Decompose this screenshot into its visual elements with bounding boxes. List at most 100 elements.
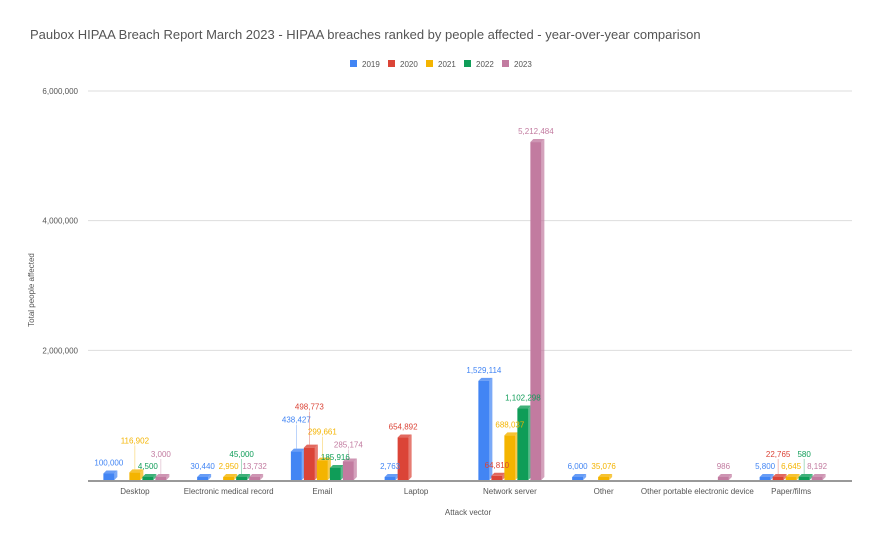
bar-2022 — [329, 467, 341, 480]
bar-side — [153, 474, 157, 480]
legend-label-2019: 2019 — [362, 60, 380, 69]
y-tick-label: 4,000,000 — [42, 217, 78, 226]
data-label: 438,427 — [282, 416, 311, 425]
bar-2023 — [717, 477, 729, 480]
bar-2023 — [249, 477, 261, 480]
chart-title: Paubox HIPAA Breach Report March 2023 - … — [30, 27, 701, 42]
x-axis-title: Attack vector — [445, 508, 492, 517]
bar-side — [247, 474, 251, 480]
bar-top — [142, 474, 157, 477]
bar-top — [811, 474, 826, 477]
bar-side — [489, 377, 493, 480]
bar-top — [384, 474, 399, 477]
bar-side — [583, 474, 587, 480]
bar-side — [822, 474, 826, 480]
bar-2019 — [384, 477, 396, 480]
bar-2023 — [342, 461, 354, 480]
x-tick-label: Network server — [483, 487, 537, 496]
data-label: 580 — [797, 450, 811, 459]
bar-top — [785, 474, 800, 477]
bar-top — [249, 474, 264, 477]
bar-top — [129, 469, 144, 473]
data-label: 2,950 — [219, 462, 240, 471]
bar-side — [208, 474, 212, 480]
bar-top — [517, 405, 532, 409]
data-label: 498,773 — [295, 403, 324, 412]
bar-top — [504, 432, 519, 436]
data-label: 5,212,484 — [518, 127, 554, 136]
bar-top — [197, 474, 212, 477]
bar-top — [798, 474, 813, 477]
x-tick-label: Email — [312, 487, 332, 496]
bar-top — [478, 377, 493, 381]
data-label: 45,000 — [229, 450, 254, 459]
x-tick-label: Paper/films — [771, 487, 811, 496]
data-label: 6,645 — [781, 462, 802, 471]
y-tick-label: 6,000,000 — [42, 87, 78, 96]
data-label: 8,192 — [807, 462, 828, 471]
bar-2021 — [129, 472, 141, 480]
bar-2020 — [491, 475, 503, 480]
bar-2021 — [316, 460, 328, 480]
bar-top — [303, 444, 318, 448]
data-label: 299,661 — [308, 428, 337, 437]
bar-side — [114, 470, 118, 480]
bar-2022 — [798, 477, 810, 480]
bar-side — [609, 474, 613, 480]
data-label: 1,102,298 — [505, 394, 541, 403]
x-tick-label: Laptop — [404, 487, 429, 496]
bar-side — [770, 474, 774, 480]
bar-side — [166, 474, 170, 480]
data-label: 35,076 — [591, 462, 616, 471]
bar-top — [290, 448, 305, 452]
bar-top — [236, 474, 251, 477]
bar-top — [103, 470, 118, 474]
bar-2020 — [303, 447, 315, 480]
bar-top — [223, 474, 238, 477]
data-label: 2,763 — [380, 462, 401, 471]
legend-label-2022: 2022 — [476, 60, 494, 69]
y-tick-label: 2,000,000 — [42, 346, 78, 355]
data-label: 4,500 — [138, 462, 159, 471]
bar-top — [397, 434, 412, 438]
bar-side — [809, 474, 813, 480]
data-label: 1,529,114 — [466, 366, 502, 375]
bar-2019 — [759, 477, 771, 480]
legend-label-2020: 2020 — [400, 60, 418, 69]
bar-2022 — [517, 408, 529, 480]
data-label: 285,174 — [334, 441, 363, 450]
bar-top — [342, 458, 357, 462]
bar-side — [260, 474, 264, 480]
legend-swatch-2023 — [502, 60, 509, 67]
bar-2019 — [290, 451, 302, 480]
bar-2021 — [504, 435, 516, 480]
data-label: 3,000 — [151, 450, 172, 459]
legend-label-2023: 2023 — [514, 60, 532, 69]
bar-side — [408, 434, 412, 480]
bar-2022 — [142, 477, 154, 480]
x-tick-label: Electronic medical record — [184, 487, 274, 496]
legend-label-2021: 2021 — [438, 60, 456, 69]
bar-side — [541, 139, 545, 480]
data-label: 64,810 — [485, 461, 510, 470]
bar-side — [796, 474, 800, 480]
bar-2019 — [103, 473, 115, 480]
data-label: 13,732 — [242, 462, 267, 471]
bar-2019 — [478, 380, 490, 480]
legend-swatch-2019 — [350, 60, 357, 67]
bar-top — [329, 464, 344, 468]
bar-2020 — [397, 437, 409, 480]
data-label: 654,892 — [389, 423, 418, 432]
legend-swatch-2021 — [426, 60, 433, 67]
data-label: 22,765 — [766, 450, 791, 459]
legend-swatch-2020 — [388, 60, 395, 67]
x-tick-label: Desktop — [120, 487, 150, 496]
bar-2021 — [785, 477, 797, 480]
bar-side — [783, 474, 787, 480]
data-label: 5,800 — [755, 462, 776, 471]
bar-2023 — [811, 477, 823, 480]
bar-2019 — [572, 477, 584, 480]
bar-top — [530, 139, 545, 143]
